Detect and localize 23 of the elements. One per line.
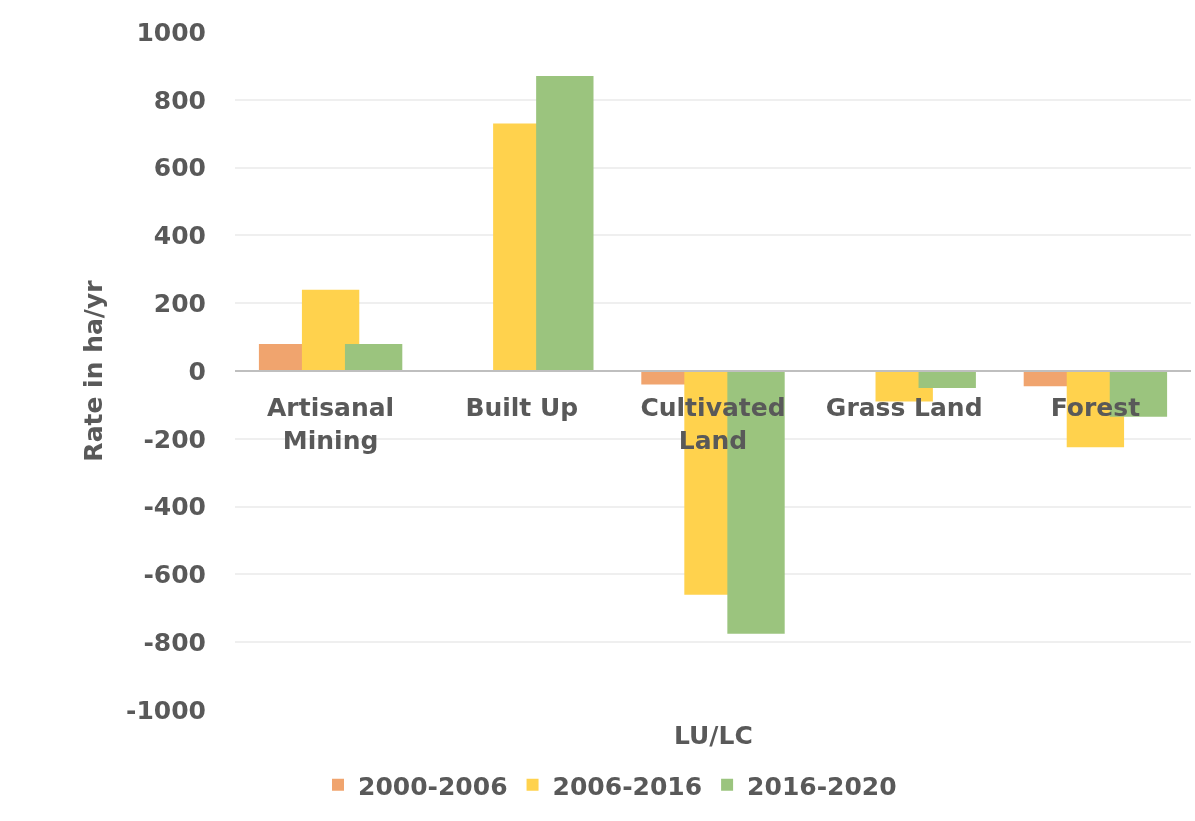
y-tick-label: 200 <box>153 288 206 318</box>
y-tick-label: -400 <box>143 492 206 522</box>
y-tick-label: -600 <box>143 560 206 590</box>
x-axis-title: LU/LC <box>674 721 753 750</box>
y-tick-label: -200 <box>143 424 206 454</box>
y-tick-label: -800 <box>143 627 206 657</box>
x-tick-label: Built Up <box>465 393 579 422</box>
y-axis-title: Rate in ha/yr <box>78 279 108 462</box>
y-tick-label: 600 <box>153 153 206 183</box>
legend-label: 2016-2020 <box>747 771 897 801</box>
legend-label: 2006-2016 <box>552 771 703 801</box>
legend-label: 2000-2006 <box>358 771 508 801</box>
y-tick-label: 400 <box>153 221 206 251</box>
y-tick-label: -1000 <box>126 695 206 725</box>
x-tick-label: Grass Land <box>825 393 983 422</box>
y-tick-label: 1000 <box>136 17 206 47</box>
bar <box>536 76 594 371</box>
bar <box>301 289 360 371</box>
y-tick-label: 800 <box>153 85 206 115</box>
x-tick-label: Artisanal Mining <box>267 393 395 455</box>
bar <box>344 343 403 371</box>
bar <box>918 371 976 388</box>
y-tick-label: 0 <box>188 356 206 386</box>
